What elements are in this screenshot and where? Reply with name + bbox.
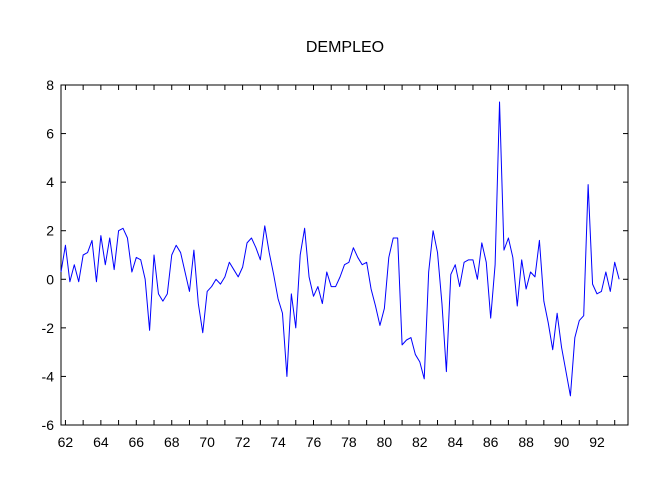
- y-tick-label: -6: [42, 417, 55, 433]
- x-tick-label: 92: [589, 434, 605, 450]
- x-tick-label: 80: [377, 434, 393, 450]
- x-tick-label: 78: [341, 434, 357, 450]
- y-tick-label: 8: [46, 77, 54, 93]
- x-axis: 62 64 66 68 70 72 74 76 78 80 82 84 86 88 90 92: [58, 85, 616, 450]
- x-tick-label: 68: [164, 434, 180, 450]
- x-tick-label: 72: [235, 434, 251, 450]
- x-tick-label: 90: [554, 434, 570, 450]
- x-tick-label: 74: [270, 434, 286, 450]
- x-tick-label: 62: [58, 434, 74, 450]
- y-tick-label: -2: [42, 320, 55, 336]
- chart-title: DEMPLEO: [306, 39, 384, 56]
- x-tick-label: 86: [483, 434, 499, 450]
- x-tick-label: 70: [199, 434, 215, 450]
- x-tick-label: 88: [518, 434, 534, 450]
- x-tick-label: 66: [129, 434, 145, 450]
- series-group: [60, 101, 620, 397]
- x-tick-label: 82: [412, 434, 428, 450]
- x-tick-label: 84: [447, 434, 463, 450]
- y-tick-label: 4: [46, 174, 54, 190]
- x-tick-label: 64: [93, 434, 109, 450]
- x-tick-label: 76: [306, 434, 322, 450]
- y-tick-label: 6: [46, 126, 54, 142]
- y-tick-label: 0: [46, 271, 54, 287]
- y-tick-label: 2: [46, 223, 54, 239]
- series-line-0: [60, 101, 620, 397]
- y-axis: -6 -4 -2 0 2 4 6 8: [42, 77, 628, 433]
- plot-frame: [60, 84, 629, 426]
- y-tick-label: -4: [42, 368, 55, 384]
